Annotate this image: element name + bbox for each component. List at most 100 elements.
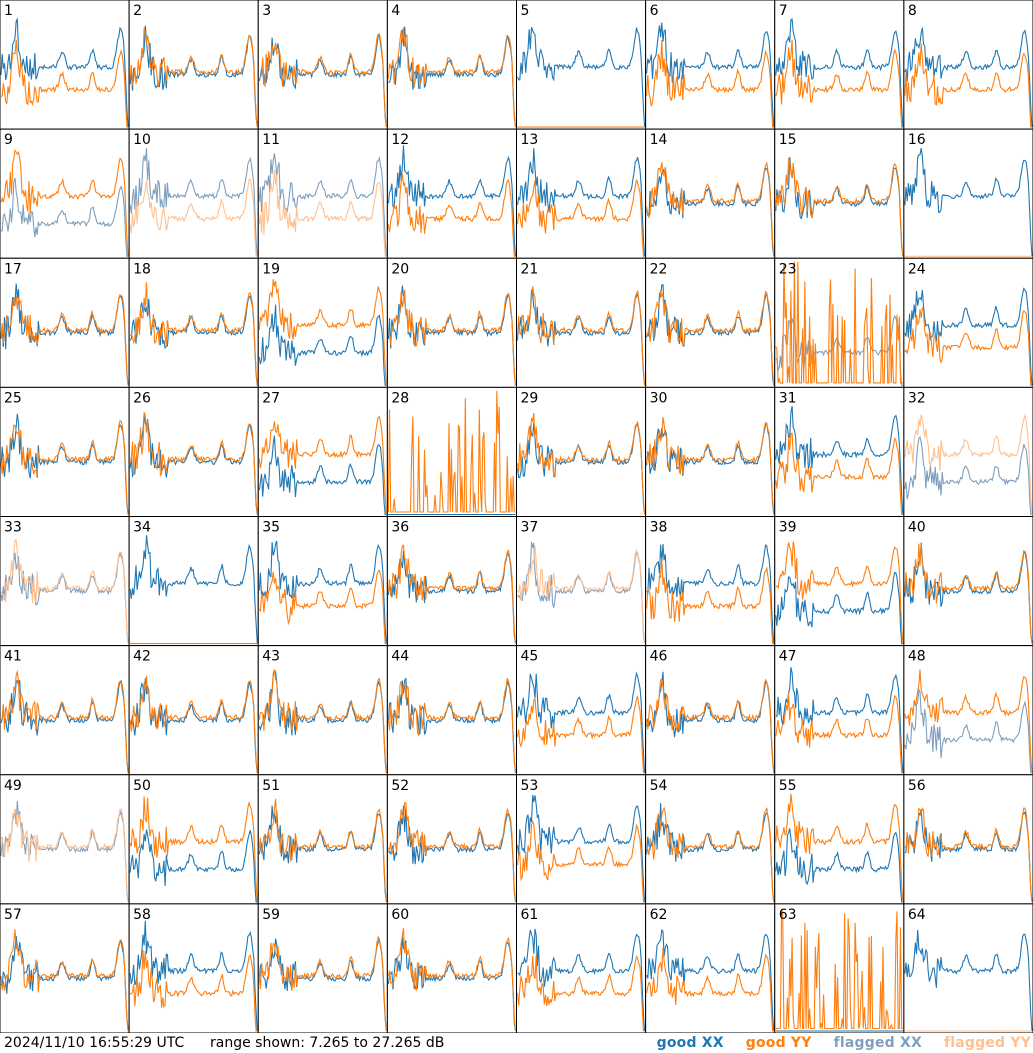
- panel-28: 28: [386, 386, 517, 517]
- panel-label: 10: [133, 132, 151, 148]
- panel-label: 40: [908, 520, 926, 536]
- series-xx: [516, 794, 646, 902]
- series-xx: [129, 829, 258, 903]
- panel-label: 62: [650, 907, 668, 923]
- series-yy: [258, 798, 387, 902]
- panel-label: 56: [908, 778, 926, 794]
- series-yy: [516, 954, 645, 1032]
- series-yy: [129, 411, 258, 515]
- series-yy: [517, 546, 646, 644]
- panel-12: 12: [386, 128, 517, 259]
- panel-label: 42: [133, 649, 151, 665]
- legend-good-yy: good YY: [745, 1035, 812, 1051]
- series-yy: [646, 947, 774, 1032]
- panel-4: 4: [386, 0, 517, 130]
- series-yy: [904, 806, 1033, 902]
- panel-label: 59: [262, 907, 280, 923]
- series-xx: [0, 177, 129, 257]
- panel-27: 27: [257, 386, 388, 517]
- series-yy: [258, 279, 387, 386]
- series-yy: [258, 669, 387, 773]
- panel-label: 34: [133, 520, 151, 536]
- panel-label: 30: [650, 390, 668, 406]
- series-xx: [129, 920, 258, 1032]
- panel-43: 43: [257, 645, 388, 776]
- panel-label: 60: [391, 907, 409, 923]
- series-yy: [775, 793, 904, 902]
- series-xx: [258, 435, 387, 516]
- panel-label: 54: [650, 778, 668, 794]
- panel-label: 20: [391, 261, 409, 277]
- panel-10: 10: [128, 128, 259, 259]
- series-yy: [258, 33, 387, 128]
- panel-label: 28: [391, 390, 409, 406]
- series-xx: [258, 805, 387, 902]
- panel-39: 39: [774, 516, 905, 647]
- panel-label: 64: [908, 907, 926, 923]
- panel-56: 56: [903, 774, 1033, 905]
- panel-frame: [774, 128, 905, 259]
- panel-32: 32: [903, 386, 1033, 517]
- panel-17: 17: [0, 257, 130, 388]
- panel-label: 8: [908, 3, 917, 19]
- panel-34: 34: [128, 516, 259, 647]
- legend-flagged-xx: flagged XX: [833, 1035, 922, 1051]
- series-xx: [387, 145, 517, 257]
- panel-frame: [257, 257, 388, 388]
- panel-18: 18: [128, 257, 259, 388]
- panel-label: 19: [262, 261, 280, 277]
- series-xx: [904, 435, 1032, 516]
- panel-19: 19: [257, 257, 388, 388]
- series-xx: [646, 803, 775, 902]
- legend-flagged-yy: flagged YY: [943, 1035, 1031, 1051]
- panel-label: 48: [908, 649, 926, 665]
- series-xx: [646, 22, 775, 128]
- panel-label: 32: [908, 390, 926, 406]
- panel-label: 23: [779, 261, 797, 277]
- series-xx: [516, 671, 646, 773]
- series-xx: [516, 26, 646, 128]
- series-xx: [258, 540, 387, 644]
- series-xx: [129, 295, 258, 386]
- series-xx: [0, 800, 129, 902]
- panel-9: 9: [0, 128, 130, 259]
- panel-frame: [516, 774, 647, 905]
- panel-label: 24: [908, 261, 926, 277]
- series-yy: [775, 432, 903, 516]
- series-yy: [0, 293, 129, 386]
- panel-55: 55: [774, 774, 905, 905]
- series-yy: [646, 416, 775, 515]
- series-xx: [904, 148, 1033, 257]
- series-yy: [0, 39, 129, 128]
- legend-good-xx: good XX: [656, 1035, 724, 1051]
- series-xx: [904, 27, 1033, 128]
- panel-30: 30: [645, 386, 776, 517]
- panel-label: 61: [521, 907, 539, 923]
- series-yy: [904, 307, 1032, 386]
- panel-2: 2: [128, 0, 259, 130]
- panel-40: 40: [903, 516, 1033, 647]
- series-yy: [904, 543, 1033, 644]
- panel-frame: [128, 774, 259, 905]
- panel-23: 23: [774, 257, 905, 388]
- panel-label: 29: [521, 390, 539, 406]
- series-yy: [0, 669, 129, 773]
- series-yy: [129, 675, 258, 773]
- panel-label: 46: [650, 649, 668, 665]
- panel-frame: [0, 128, 130, 259]
- series-xx: [775, 157, 904, 257]
- panel-frame: [516, 903, 647, 1033]
- panel-61: 61: [516, 903, 647, 1033]
- panel-label: 7: [779, 3, 788, 19]
- series-yy: [129, 949, 258, 1032]
- panel-label: 50: [133, 778, 151, 794]
- series-xx: [775, 18, 904, 128]
- panel-label: 35: [262, 520, 280, 536]
- series-xx: [775, 828, 903, 903]
- series-xx: [0, 17, 129, 128]
- series-xx: [130, 678, 258, 773]
- series-yy: [387, 678, 517, 773]
- panel-11: 11: [257, 128, 388, 259]
- panel-53: 53: [516, 774, 647, 905]
